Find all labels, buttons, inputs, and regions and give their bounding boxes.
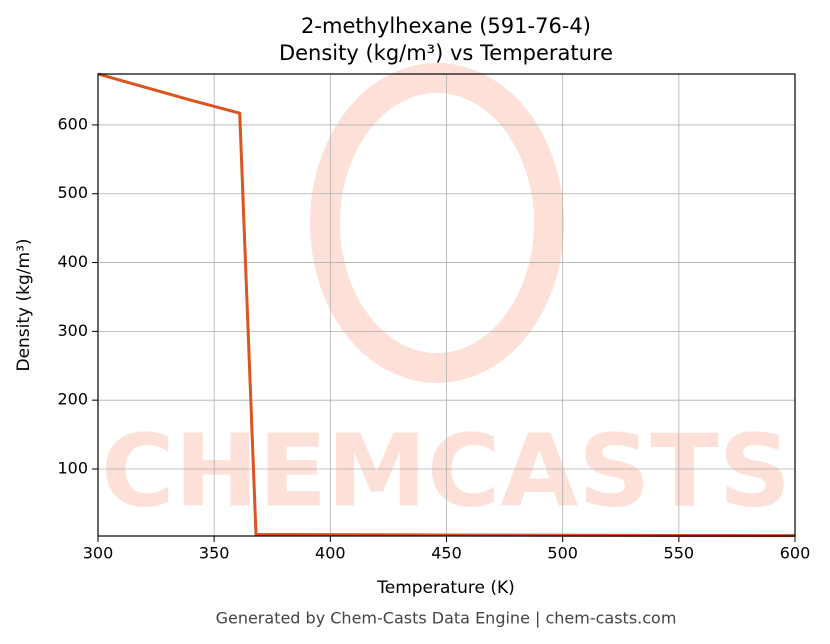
x-tick-label: 400 — [315, 544, 346, 563]
watermark: CHEMCASTS — [101, 412, 791, 529]
y-tick-label: 300 — [57, 321, 88, 340]
data-line — [98, 72, 795, 538]
x-tick-label: 300 — [83, 544, 114, 563]
y-axis-label: Density (kg/m³) — [14, 238, 34, 371]
y-tick-label: 500 — [57, 183, 88, 202]
x-tick-label: 450 — [431, 544, 462, 563]
y-tick-label: 100 — [57, 458, 88, 477]
x-axis-label: Temperature (K) — [376, 578, 515, 598]
watermark-logo — [310, 63, 564, 383]
y-tick-label: 400 — [57, 252, 88, 271]
x-tick-label: 600 — [780, 544, 811, 563]
chart-title: 2-methylhexane (591-76-4) — [301, 14, 591, 38]
watermark-group: CHEMCASTS — [101, 63, 791, 529]
x-tick-label: 500 — [547, 544, 578, 563]
y-tick-label: 600 — [57, 114, 88, 133]
footer: Generated by Chem-Casts Data Engine | ch… — [216, 609, 677, 628]
y-tick-label: 200 — [57, 390, 88, 409]
plot-frame — [97, 73, 796, 537]
x-tick-label: 350 — [199, 544, 230, 563]
chart-subtitle: Density (kg/m³) vs Temperature — [279, 41, 613, 65]
x-tick-label: 550 — [664, 544, 695, 563]
